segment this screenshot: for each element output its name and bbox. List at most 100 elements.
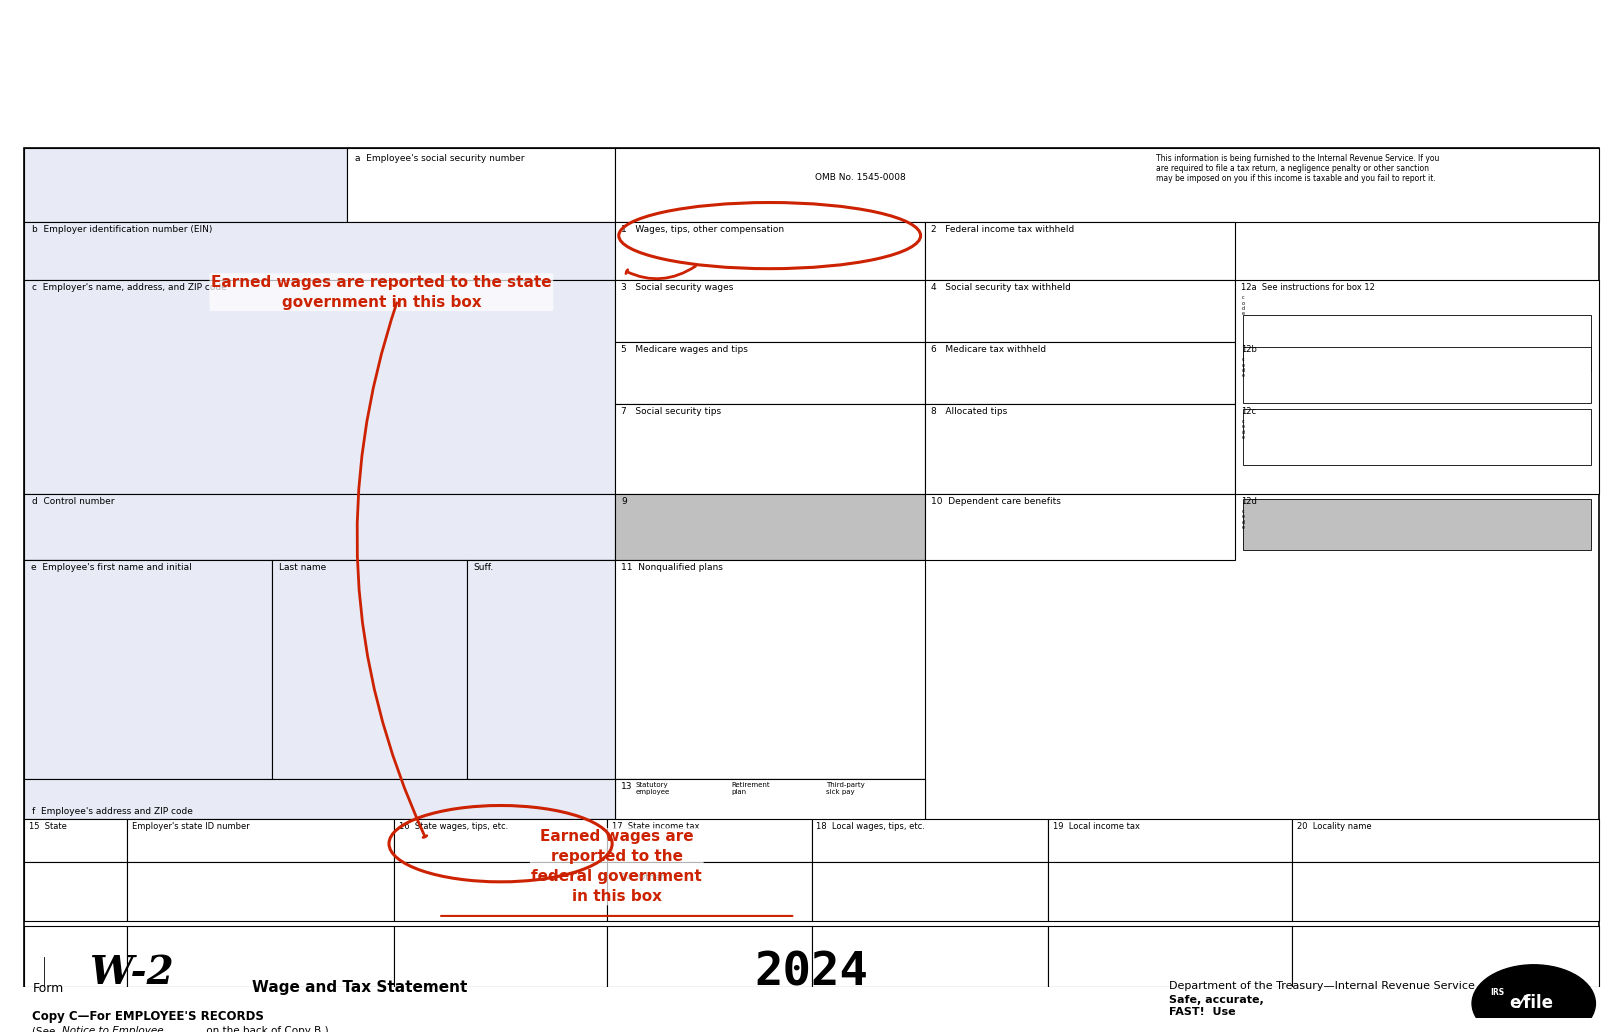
FancyBboxPatch shape <box>24 926 127 988</box>
FancyBboxPatch shape <box>273 559 467 778</box>
FancyBboxPatch shape <box>394 819 607 862</box>
Text: 3   Social security wages: 3 Social security wages <box>622 283 734 292</box>
FancyBboxPatch shape <box>636 844 656 863</box>
FancyBboxPatch shape <box>127 819 394 862</box>
Text: Statutory
employee: Statutory employee <box>636 781 670 795</box>
Text: 15  State: 15 State <box>29 823 67 832</box>
Text: Employer's state ID number: Employer's state ID number <box>131 823 250 832</box>
Circle shape <box>1472 965 1595 1032</box>
Text: e⁄file: e⁄file <box>1509 995 1553 1012</box>
Text: e  Employee's first name and initial: e Employee's first name and initial <box>31 562 192 572</box>
FancyBboxPatch shape <box>24 819 127 862</box>
FancyBboxPatch shape <box>615 778 925 870</box>
FancyBboxPatch shape <box>730 844 750 863</box>
Text: 19  Local income tax: 19 Local income tax <box>1052 823 1139 832</box>
Text: 20  Locality name: 20 Locality name <box>1297 823 1371 832</box>
Text: 12b: 12b <box>1242 345 1256 354</box>
FancyBboxPatch shape <box>467 559 615 778</box>
FancyBboxPatch shape <box>0 988 1623 1018</box>
FancyBboxPatch shape <box>1243 498 1591 550</box>
Text: c  Employer's name, address, and ZIP code: c Employer's name, address, and ZIP code <box>32 283 227 292</box>
FancyBboxPatch shape <box>24 559 273 778</box>
Text: 8   Allocated tips: 8 Allocated tips <box>932 407 1008 416</box>
FancyBboxPatch shape <box>607 862 812 921</box>
FancyBboxPatch shape <box>615 148 1599 222</box>
Text: 5   Medicare wages and tips: 5 Medicare wages and tips <box>622 345 748 354</box>
FancyBboxPatch shape <box>1243 409 1591 464</box>
Text: c
o
d
e: c o d e <box>1242 419 1245 441</box>
Text: on the back of Copy B.): on the back of Copy B.) <box>203 1026 328 1032</box>
Text: 14  Other: 14 Other <box>622 873 664 882</box>
Text: b  Employer identification number (EIN): b Employer identification number (EIN) <box>32 225 213 234</box>
FancyBboxPatch shape <box>127 926 394 988</box>
Text: Department of the Treasury—Internal Revenue Service: Department of the Treasury—Internal Reve… <box>1169 981 1474 992</box>
Text: 12d: 12d <box>1242 496 1256 506</box>
FancyBboxPatch shape <box>24 559 615 778</box>
Text: 9: 9 <box>622 496 626 506</box>
Text: a  Employee's social security number: a Employee's social security number <box>355 154 524 163</box>
FancyBboxPatch shape <box>24 148 1599 988</box>
FancyBboxPatch shape <box>615 778 925 870</box>
FancyBboxPatch shape <box>127 862 394 921</box>
FancyBboxPatch shape <box>607 819 812 862</box>
FancyBboxPatch shape <box>24 778 615 819</box>
FancyBboxPatch shape <box>1048 819 1292 862</box>
Text: Form: Form <box>32 982 63 995</box>
Text: Third-party
sick pay: Third-party sick pay <box>826 781 865 795</box>
FancyBboxPatch shape <box>615 222 925 280</box>
Text: Last name: Last name <box>279 562 326 572</box>
FancyBboxPatch shape <box>24 493 615 559</box>
Text: Retirement
plan: Retirement plan <box>730 781 769 795</box>
FancyBboxPatch shape <box>826 844 846 863</box>
FancyBboxPatch shape <box>925 404 1235 493</box>
FancyBboxPatch shape <box>615 404 925 493</box>
FancyBboxPatch shape <box>615 559 925 778</box>
Text: W-2: W-2 <box>89 955 174 992</box>
Text: 12a  See instructions for box 12: 12a See instructions for box 12 <box>1242 283 1375 292</box>
Text: Earned wages are reported to the state
government in this box: Earned wages are reported to the state g… <box>211 275 552 310</box>
Text: 16  State wages, tips, etc.: 16 State wages, tips, etc. <box>399 823 508 832</box>
Text: c
o
d
e: c o d e <box>1242 509 1245 530</box>
Text: 11  Nonqualified plans: 11 Nonqualified plans <box>622 562 724 572</box>
FancyBboxPatch shape <box>347 148 615 222</box>
FancyBboxPatch shape <box>925 222 1235 280</box>
FancyBboxPatch shape <box>394 862 607 921</box>
Text: f  Employee's address and ZIP code: f Employee's address and ZIP code <box>32 807 193 816</box>
FancyBboxPatch shape <box>925 493 1235 559</box>
FancyBboxPatch shape <box>615 280 925 342</box>
Text: IRS: IRS <box>1490 988 1505 997</box>
FancyBboxPatch shape <box>24 862 127 921</box>
FancyBboxPatch shape <box>1243 347 1591 402</box>
Text: Copy C—For EMPLOYEE'S RECORDS: Copy C—For EMPLOYEE'S RECORDS <box>32 1009 265 1023</box>
FancyBboxPatch shape <box>615 342 925 404</box>
FancyBboxPatch shape <box>24 280 615 493</box>
Text: OMB No. 1545-0008: OMB No. 1545-0008 <box>815 173 906 182</box>
FancyBboxPatch shape <box>1048 862 1292 921</box>
FancyBboxPatch shape <box>1292 862 1599 921</box>
Text: Notice to Employee: Notice to Employee <box>62 1026 164 1032</box>
FancyBboxPatch shape <box>24 222 615 280</box>
FancyBboxPatch shape <box>607 926 812 988</box>
Text: 17  State income tax: 17 State income tax <box>612 823 700 832</box>
FancyBboxPatch shape <box>1048 926 1292 988</box>
FancyBboxPatch shape <box>925 342 1235 404</box>
FancyBboxPatch shape <box>394 926 607 988</box>
Text: 1   Wages, tips, other compensation: 1 Wages, tips, other compensation <box>622 225 784 234</box>
Text: Earned wages are
reported to the
federal government
in this box: Earned wages are reported to the federal… <box>531 830 703 904</box>
Text: c
o
d
e: c o d e <box>1242 295 1245 317</box>
FancyBboxPatch shape <box>925 280 1235 342</box>
Text: 2   Federal income tax withheld: 2 Federal income tax withheld <box>932 225 1074 234</box>
Text: d  Control number: d Control number <box>32 496 115 506</box>
Text: 4   Social security tax withheld: 4 Social security tax withheld <box>932 283 1071 292</box>
Text: FAST!  Use: FAST! Use <box>1169 1006 1235 1017</box>
Text: 7   Social security tips: 7 Social security tips <box>622 407 721 416</box>
FancyBboxPatch shape <box>812 926 1048 988</box>
FancyBboxPatch shape <box>24 148 347 222</box>
FancyBboxPatch shape <box>812 862 1048 921</box>
Text: Wage and Tax Statement: Wage and Tax Statement <box>252 980 467 995</box>
FancyBboxPatch shape <box>1292 926 1599 988</box>
Text: Suff.: Suff. <box>474 562 493 572</box>
FancyBboxPatch shape <box>615 493 925 559</box>
Text: (See: (See <box>32 1026 58 1032</box>
Text: This information is being furnished to the Internal Revenue Service. If you
are : This information is being furnished to t… <box>1156 154 1440 184</box>
